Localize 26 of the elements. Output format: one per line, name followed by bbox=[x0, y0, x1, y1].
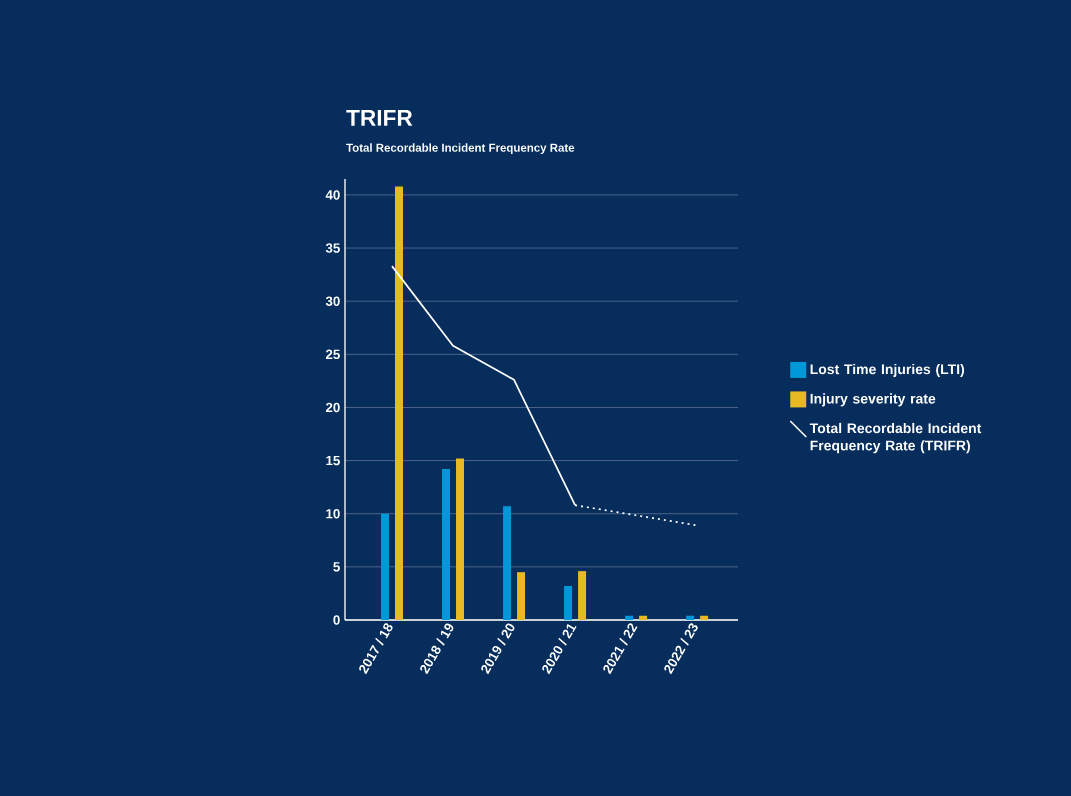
bar bbox=[442, 469, 451, 620]
bar bbox=[456, 458, 465, 620]
bar bbox=[564, 585, 573, 620]
bar bbox=[395, 186, 403, 620]
legend-label: Lost Time Injuries (LTI) bbox=[810, 363, 965, 377]
bar bbox=[700, 615, 709, 620]
y-tick-label: 10 bbox=[326, 509, 340, 519]
bar bbox=[517, 572, 526, 620]
bar bbox=[578, 571, 587, 620]
chart-title: TRIFR bbox=[346, 110, 413, 126]
bar bbox=[503, 506, 512, 620]
y-tick-label: 20 bbox=[325, 402, 340, 413]
y-tick-label: 35 bbox=[325, 243, 340, 253]
bar bbox=[381, 513, 389, 620]
legend-label: Injury severity rate bbox=[810, 393, 936, 407]
y-tick-label: 5 bbox=[333, 562, 340, 572]
legend-label: Total Recordable Incident Frequency Rate (TRIFR) bbox=[809, 422, 982, 454]
y-tick-label: 30 bbox=[325, 296, 340, 306]
y-tick-label: 25 bbox=[325, 349, 340, 360]
y-tick-label: 0 bbox=[333, 615, 340, 625]
y-tick-label: 15 bbox=[326, 455, 340, 466]
y-tick-label: 40 bbox=[325, 190, 340, 200]
bar bbox=[686, 615, 695, 620]
bar bbox=[625, 615, 634, 620]
chart-subtitle: Total Recordable Incident Frequency Rate bbox=[346, 143, 575, 155]
bar bbox=[639, 615, 648, 620]
